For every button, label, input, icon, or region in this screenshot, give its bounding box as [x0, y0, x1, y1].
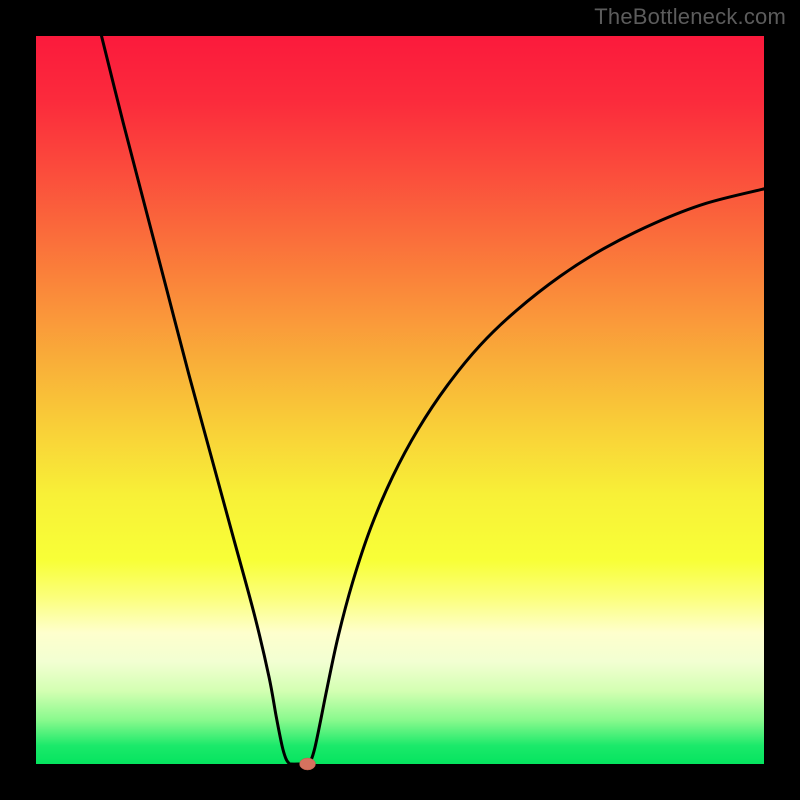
plot-background: [36, 36, 764, 764]
chart-svg: [0, 0, 800, 800]
chart-frame: [0, 0, 800, 800]
minimum-marker: [300, 758, 316, 770]
watermark-text: TheBottleneck.com: [594, 4, 786, 30]
